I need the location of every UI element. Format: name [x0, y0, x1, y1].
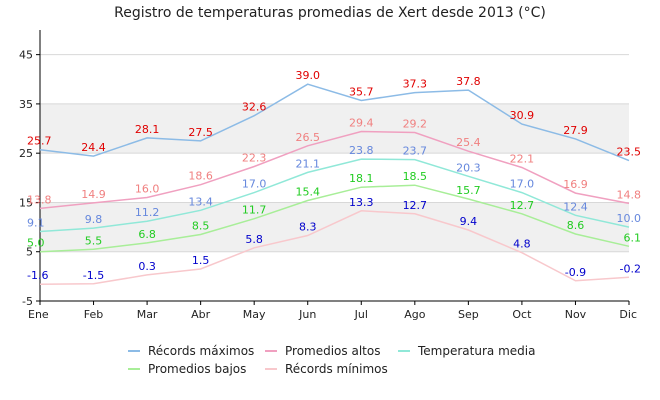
data-label: 32.6 [242, 101, 267, 114]
legend-item[interactable]: Récords máximos [128, 344, 254, 358]
data-label: 12.7 [403, 199, 428, 212]
data-label: 10.0 [617, 212, 642, 225]
data-label: 37.8 [456, 75, 481, 88]
data-label: 15.4 [295, 185, 320, 198]
data-label: 22.1 [510, 152, 535, 165]
data-label: 8.3 [299, 220, 317, 233]
data-label: 16.9 [563, 178, 588, 191]
data-label: 13.4 [188, 195, 213, 208]
y-tick-label: 45 [19, 49, 33, 62]
data-label: 18.5 [403, 170, 428, 183]
data-label: 25.4 [456, 136, 481, 149]
data-label: 12.4 [563, 200, 588, 213]
data-label: 35.7 [349, 85, 374, 98]
data-label: 18.1 [349, 172, 374, 185]
x-tick-label: Abr [191, 308, 211, 321]
data-label: 37.3 [403, 78, 428, 91]
data-label: 11.7 [242, 204, 267, 217]
data-label: 23.7 [403, 145, 428, 158]
data-label: 12.7 [510, 199, 535, 212]
data-label: 28.1 [135, 123, 160, 136]
data-label: 25.7 [27, 135, 52, 148]
data-label: 13.8 [27, 193, 52, 206]
legend-label: Promedios altos [285, 344, 380, 358]
legend-item[interactable]: Récords mínimos [265, 362, 388, 376]
legend-label: Récords mínimos [285, 362, 388, 376]
series-line-0 [39, 83, 630, 162]
x-tick-label: Jun [298, 308, 316, 321]
data-label: 9.8 [85, 213, 103, 226]
data-label: 17.0 [510, 178, 535, 191]
data-label: 14.8 [617, 188, 642, 201]
data-label: 14.9 [81, 188, 106, 201]
data-label: 20.3 [456, 161, 481, 174]
data-label: 21.1 [295, 157, 320, 170]
data-label: 22.3 [242, 151, 267, 164]
data-label: 5.5 [85, 234, 103, 247]
data-label: 16.0 [135, 183, 160, 196]
legend-label: Temperatura media [417, 344, 535, 358]
x-tick-label: Ene [28, 308, 49, 321]
series-line-3 [39, 184, 630, 253]
y-tick-label: 5 [26, 246, 33, 259]
legend-label: Promedios bajos [148, 362, 246, 376]
data-label: 11.2 [135, 206, 160, 219]
series-line-2 [39, 158, 630, 233]
data-label: -0.2 [620, 262, 641, 275]
data-label: -1.6 [27, 269, 48, 282]
data-label: 9.1 [27, 217, 45, 230]
legend-label: Récords máximos [148, 344, 254, 358]
x-tick-label: Feb [84, 308, 103, 321]
legend-item[interactable]: Temperatura media [398, 344, 535, 358]
data-label: 23.5 [617, 146, 642, 159]
x-tick-label: Nov [565, 308, 587, 321]
legend-item[interactable]: Promedios altos [265, 344, 380, 358]
series-line-4 [39, 210, 630, 285]
data-label: 6.1 [624, 231, 642, 244]
data-label: -1.5 [83, 269, 104, 282]
x-tick-label: Ago [404, 308, 426, 321]
legend-item[interactable]: Promedios bajos [128, 362, 246, 376]
data-label: -0.9 [565, 266, 586, 279]
data-label: 0.3 [138, 260, 156, 273]
data-label: 27.9 [563, 124, 588, 137]
x-tick-label: Mar [137, 308, 158, 321]
data-label: 8.6 [567, 219, 585, 232]
y-tick-label: 15 [19, 196, 33, 209]
data-label: 30.9 [510, 109, 535, 122]
x-tick-label: Jul [354, 308, 368, 321]
data-label: 6.8 [138, 228, 156, 241]
data-label: 13.3 [349, 196, 374, 209]
data-label: 29.4 [349, 117, 374, 130]
data-label: 5.8 [245, 233, 263, 246]
data-label: 26.5 [295, 131, 320, 144]
data-label: 1.5 [192, 254, 210, 267]
chart-title: Registro de temperaturas promedias de Xe… [114, 5, 546, 21]
x-tick-label: Oct [512, 308, 532, 321]
data-label: 9.4 [460, 215, 478, 228]
band-1 [40, 103, 629, 154]
data-label: 29.2 [403, 117, 428, 130]
data-label: 4.8 [513, 238, 531, 251]
data-label: 23.8 [349, 144, 374, 157]
data-label: 39.0 [295, 69, 320, 82]
data-label: 15.7 [456, 184, 481, 197]
x-tick-label: Sep [458, 308, 479, 321]
data-label: 18.6 [188, 170, 213, 183]
data-label: 8.5 [192, 219, 210, 232]
data-label: 5.0 [27, 237, 45, 250]
data-label: 24.4 [81, 141, 106, 154]
y-tick-label: 35 [19, 98, 33, 111]
series-line-1 [39, 130, 630, 210]
x-tick-label: May [243, 308, 266, 321]
x-tick-label: Dic [619, 308, 637, 321]
band-0 [40, 202, 629, 252]
y-tick-label: 25 [19, 147, 33, 160]
y-tick-label: -5 [22, 295, 33, 308]
data-label: 17.0 [242, 178, 267, 191]
data-label: 27.5 [188, 126, 213, 139]
